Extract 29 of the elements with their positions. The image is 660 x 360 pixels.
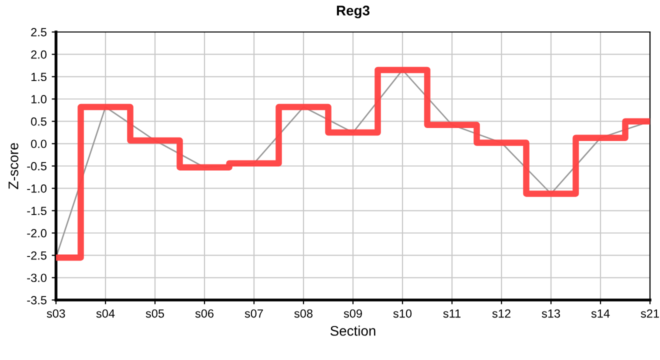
y-tick-label: -0.5 (27, 162, 46, 170)
x-tick-label: s08 (294, 309, 313, 318)
x-tick-label: s04 (96, 309, 115, 318)
y-tick-label: -3.5 (27, 296, 46, 304)
x-tick-label: s05 (146, 309, 164, 318)
x-tick-label: s13 (542, 309, 560, 318)
x-tick-label: s06 (195, 309, 214, 318)
y-tick-label: -1.5 (27, 206, 46, 216)
x-axis-title: Section (330, 326, 376, 336)
x-tick-label: s11 (443, 309, 461, 318)
y-tick-label: 0.5 (31, 117, 46, 126)
x-tick-label: s03 (46, 309, 65, 318)
y-tick-label: 1.0 (31, 95, 47, 104)
y-tick-label: -1.0 (27, 184, 47, 193)
y-tick-label: -3.0 (27, 274, 47, 282)
y-axis-title: Z-score (8, 143, 18, 190)
y-tick-label: 2.5 (31, 28, 46, 36)
x-tick-label: s07 (244, 309, 263, 318)
y-tick-label: -2.5 (27, 251, 46, 260)
x-tick-label: s09 (344, 309, 362, 318)
x-tick-label: s14 (591, 309, 610, 318)
y-tick-label: -2.0 (27, 229, 47, 238)
chart-title: Reg3 (336, 6, 370, 18)
y-tick-label: 0.0 (31, 140, 47, 148)
x-tick-label: s21 (640, 309, 659, 318)
x-tick-label: s12 (492, 309, 510, 318)
y-tick-label: 2.0 (31, 50, 47, 59)
y-tick-label: 1.5 (31, 72, 46, 82)
x-tick-label: s10 (393, 309, 412, 318)
